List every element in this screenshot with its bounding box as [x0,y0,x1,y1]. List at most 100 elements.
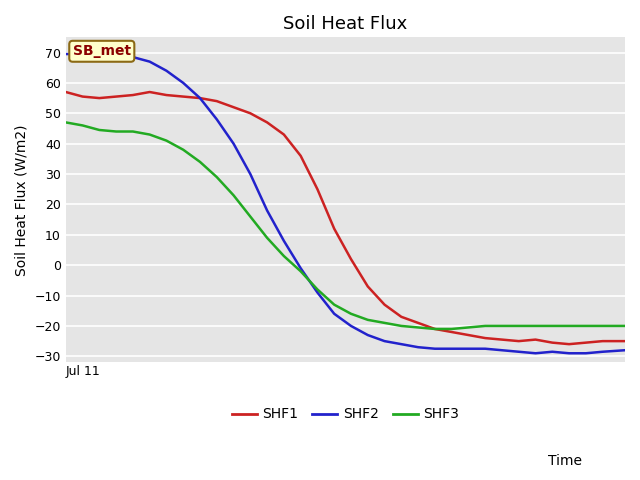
Line: SHF2: SHF2 [66,54,625,353]
SHF1 [297,153,305,159]
SHF3 [397,323,405,329]
SHF1 [364,284,372,289]
SHF3 [230,192,237,198]
SHF3 [599,323,607,329]
SHF1 [129,92,137,98]
SHF1 [381,302,388,308]
SHF2 [481,346,489,351]
Legend: SHF1, SHF2, SHF3: SHF1, SHF2, SHF3 [227,402,465,427]
SHF3 [498,323,506,329]
SHF2 [79,51,86,57]
SHF1 [621,338,629,344]
SHF2 [263,208,271,214]
SHF2 [246,171,254,177]
SHF1 [246,110,254,116]
SHF1 [330,226,338,231]
SHF2 [129,54,137,60]
SHF3 [465,324,472,330]
SHF3 [414,324,422,330]
SHF3 [129,129,137,134]
SHF2 [95,51,103,57]
SHF2 [465,346,472,351]
SHF1 [314,186,321,192]
SHF3 [196,159,204,165]
SHF3 [163,138,170,144]
SHF3 [582,323,589,329]
SHF2 [448,346,456,351]
SHF3 [146,132,154,137]
SHF3 [314,287,321,292]
SHF2 [213,117,221,122]
SHF1 [448,329,456,335]
SHF1 [548,340,556,346]
SHF3 [364,317,372,323]
SHF1 [599,338,607,344]
SHF1 [397,314,405,320]
Line: SHF3: SHF3 [66,122,625,329]
SHF3 [381,320,388,326]
SHF2 [179,80,187,86]
SHF1 [347,256,355,262]
SHF3 [532,323,540,329]
SHF1 [465,332,472,338]
SHF2 [515,349,523,355]
SHF1 [481,335,489,341]
SHF3 [448,326,456,332]
SHF2 [314,289,321,295]
SHF2 [431,346,438,351]
SHF2 [330,311,338,317]
SHF3 [431,326,438,332]
SHF3 [263,235,271,240]
SHF1 [62,89,70,95]
SHF2 [62,51,70,57]
SHF3 [62,120,70,125]
SHF3 [79,122,86,128]
SHF2 [532,350,540,356]
SHF2 [599,349,607,355]
SHF3 [330,302,338,308]
SHF1 [95,95,103,101]
SHF3 [481,323,489,329]
SHF2 [397,341,405,347]
SHF3 [565,323,573,329]
SHF2 [230,141,237,146]
SHF2 [280,238,288,244]
SHF3 [95,127,103,133]
SHF1 [163,92,170,98]
SHF2 [498,348,506,353]
SHF3 [179,147,187,153]
SHF2 [414,344,422,350]
Title: Soil Heat Flux: Soil Heat Flux [284,15,408,33]
SHF1 [196,95,204,101]
SHF3 [347,311,355,317]
SHF1 [515,338,523,344]
SHF1 [498,337,506,343]
SHF2 [347,323,355,329]
SHF1 [280,132,288,137]
SHF1 [112,94,120,99]
SHF2 [582,350,589,356]
SHF2 [565,350,573,356]
SHF2 [381,338,388,344]
SHF3 [246,214,254,219]
SHF1 [230,104,237,110]
Text: SB_met: SB_met [73,44,131,58]
SHF3 [515,323,523,329]
SHF3 [621,323,629,329]
SHF1 [582,340,589,346]
SHF1 [565,341,573,347]
SHF3 [297,268,305,274]
SHF2 [297,265,305,271]
Y-axis label: Soil Heat Flux (W/m2): Soil Heat Flux (W/m2) [15,124,29,276]
SHF2 [548,349,556,355]
SHF1 [79,94,86,99]
Text: Time: Time [548,454,582,468]
SHF2 [163,68,170,73]
SHF1 [179,94,187,99]
SHF1 [146,89,154,95]
SHF3 [213,174,221,180]
SHF2 [196,95,204,101]
SHF2 [146,59,154,64]
SHF2 [112,53,120,59]
SHF1 [263,120,271,125]
